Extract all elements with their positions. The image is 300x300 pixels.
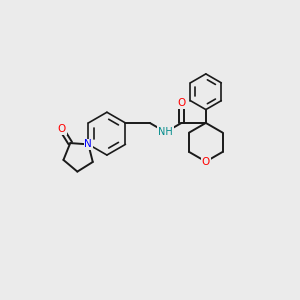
Text: NH: NH (158, 127, 173, 137)
Text: N: N (85, 140, 92, 149)
Text: O: O (177, 98, 186, 108)
Text: O: O (202, 157, 210, 166)
Text: O: O (58, 124, 66, 134)
